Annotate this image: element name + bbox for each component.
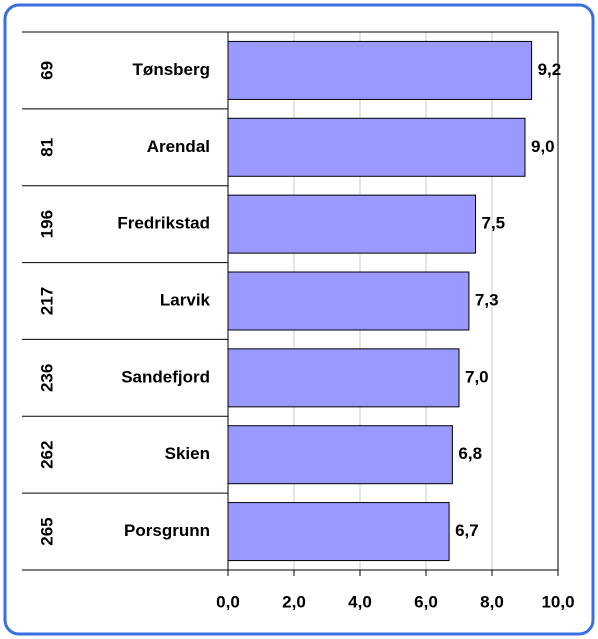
bar: [227, 502, 450, 562]
rank-label: 265: [37, 517, 56, 545]
value-label: 6,8: [458, 444, 482, 463]
rank-label: 69: [37, 61, 56, 80]
value-label: 7,0: [465, 367, 489, 386]
bar: [227, 40, 533, 100]
bar: [227, 425, 453, 485]
rank-label: 262: [37, 441, 56, 469]
x-tick-label: 2,0: [282, 592, 306, 611]
x-tick-label: 10,0: [541, 592, 574, 611]
rank-label: 81: [37, 138, 56, 157]
value-label: 7,5: [482, 214, 506, 233]
rank-label: 217: [37, 287, 56, 315]
y-tick-label: Sandefjord: [121, 367, 210, 386]
y-tick-label: Tønsberg: [133, 60, 210, 79]
y-tick-label: Arendal: [147, 137, 210, 156]
rank-label: 196: [37, 210, 56, 238]
bar: [227, 117, 526, 177]
x-tick-label: 8,0: [480, 592, 504, 611]
value-label: 6,7: [455, 521, 479, 540]
y-tick-label: Fredrikstad: [117, 214, 210, 233]
bar: [227, 271, 470, 331]
bar: [227, 194, 476, 254]
value-label: 7,3: [475, 290, 499, 309]
value-label: 9,2: [538, 60, 562, 79]
y-tick-label: Porsgrunn: [124, 521, 210, 540]
x-tick-label: 0,0: [216, 592, 240, 611]
bar: [227, 348, 460, 408]
x-tick-label: 6,0: [414, 592, 438, 611]
rank-label: 236: [37, 364, 56, 392]
value-label: 9,0: [531, 137, 555, 156]
y-tick-label: Skien: [165, 444, 210, 463]
y-tick-label: Larvik: [160, 290, 211, 309]
x-tick-label: 4,0: [348, 592, 372, 611]
